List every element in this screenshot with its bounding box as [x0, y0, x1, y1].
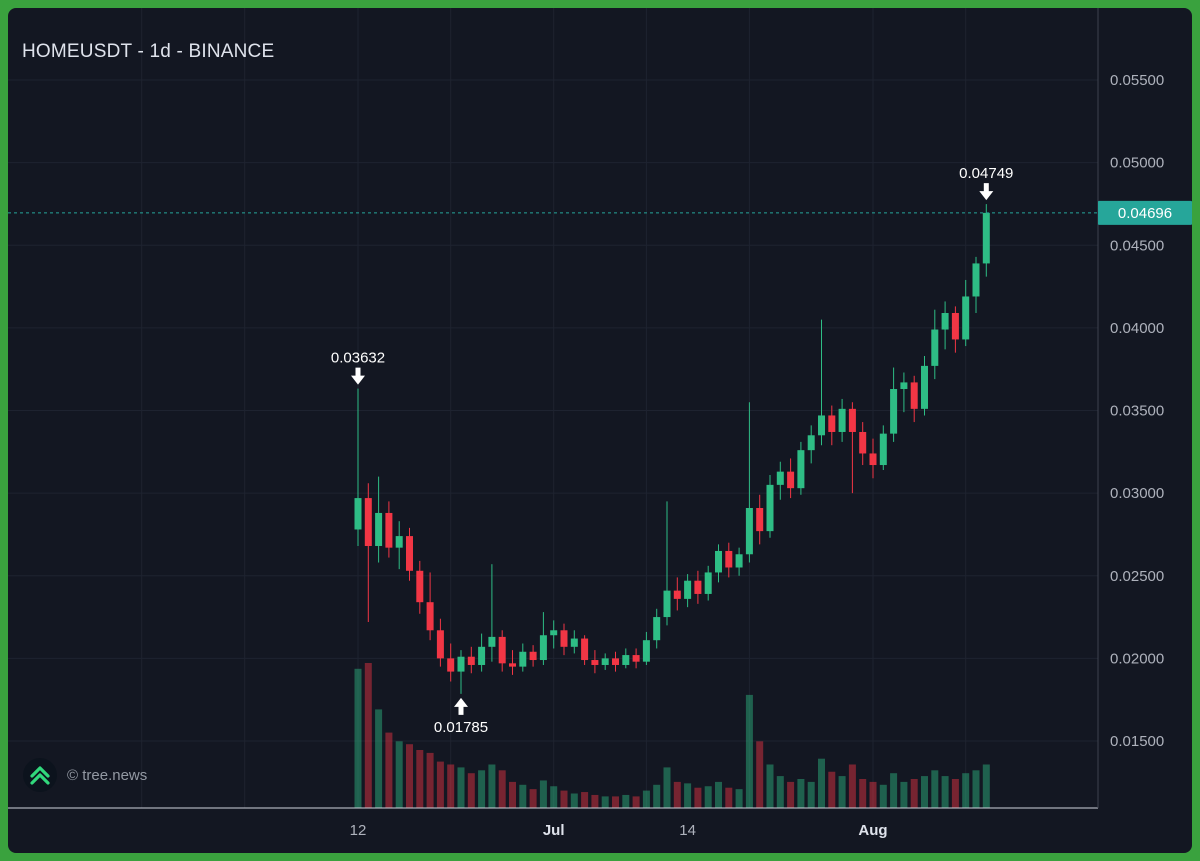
- svg-text:0.03632: 0.03632: [331, 350, 385, 367]
- svg-text:0.04000: 0.04000: [1110, 320, 1164, 337]
- current-price-tag[interactable]: 0.04696: [1098, 200, 1192, 225]
- price-axis[interactable]: 0.05500 0.05000 0.04500 0.04000 0.03500 0.030…: [1110, 72, 1164, 750]
- svg-text:0.04749: 0.04749: [959, 165, 1013, 182]
- watermark: © tree.news: [22, 757, 147, 793]
- svg-text:0.01785: 0.01785: [434, 719, 488, 736]
- watermark-text: © tree.news: [67, 766, 148, 784]
- svg-text:Jul: Jul: [543, 822, 565, 839]
- down-arrow-icon: [351, 367, 365, 385]
- chart-root[interactable]: 0.05500 0.05000 0.04500 0.04000 0.03500 0.030…: [8, 8, 1192, 853]
- time-axis[interactable]: 12 Jul 14 Aug: [350, 822, 888, 839]
- svg-text:0.02000: 0.02000: [1110, 650, 1164, 667]
- svg-text:0.03500: 0.03500: [1110, 403, 1164, 420]
- up-arrow-icon: [454, 697, 468, 715]
- chart-title: HOMEUSDT - 1d - BINANCE: [22, 41, 275, 62]
- svg-text:14: 14: [679, 822, 696, 839]
- svg-text:0.05000: 0.05000: [1110, 155, 1164, 172]
- svg-text:0.02500: 0.02500: [1110, 568, 1164, 585]
- volume-layer: [354, 663, 990, 808]
- down-arrow-icon: [979, 183, 994, 201]
- svg-text:0.04696: 0.04696: [1118, 205, 1172, 222]
- annotations-layer: 0.03632 0.01785 0.04749: [331, 165, 1014, 736]
- candlestick-chart[interactable]: 0.05500 0.05000 0.04500 0.04000 0.03500 0.030…: [8, 8, 1192, 853]
- svg-text:Aug: Aug: [858, 822, 887, 839]
- svg-text:0.03000: 0.03000: [1110, 485, 1164, 502]
- svg-text:0.04500: 0.04500: [1110, 237, 1164, 254]
- candles-layer: [354, 204, 990, 694]
- svg-text:0.05500: 0.05500: [1110, 72, 1164, 89]
- tree-news-logo-icon: [23, 758, 57, 792]
- svg-text:0.01500: 0.01500: [1110, 733, 1164, 750]
- svg-text:12: 12: [350, 822, 367, 839]
- grid-layer: [8, 8, 1098, 808]
- axis-lines: [8, 8, 1099, 809]
